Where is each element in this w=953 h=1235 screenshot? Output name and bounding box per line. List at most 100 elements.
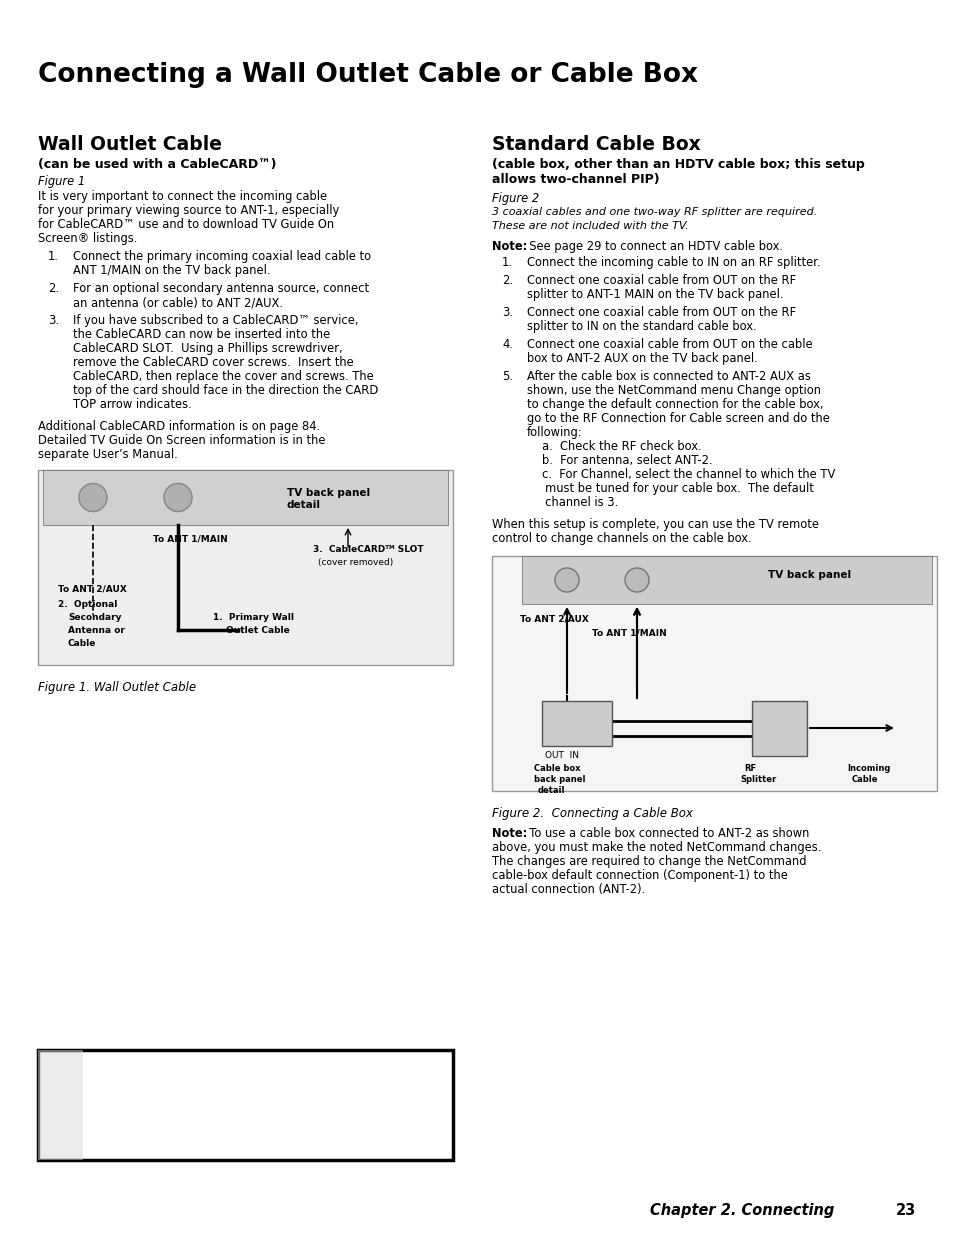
Text: Figure 1. Wall Outlet Cable: Figure 1. Wall Outlet Cable <box>38 680 196 694</box>
Text: To ANT 1/MAIN: To ANT 1/MAIN <box>152 535 228 543</box>
Text: following:: following: <box>526 426 582 438</box>
Text: 2.: 2. <box>48 282 59 295</box>
Text: To ANT 2/AUX: To ANT 2/AUX <box>519 614 588 622</box>
Circle shape <box>79 483 107 511</box>
Bar <box>38 471 453 664</box>
Text: cable-box default connection (Component-1) to the: cable-box default connection (Component-… <box>492 869 787 882</box>
Text: These are not included with the TV.: These are not included with the TV. <box>492 221 688 231</box>
Bar <box>38 1050 453 1160</box>
Text: channel is 3.: channel is 3. <box>526 496 618 509</box>
Text: an antenna (or cable) to ANT 2/AUX.: an antenna (or cable) to ANT 2/AUX. <box>73 296 283 309</box>
Text: Connect one coaxial cable from OUT on the cable: Connect one coaxial cable from OUT on th… <box>526 338 812 351</box>
Text: TV back panel: TV back panel <box>767 571 850 580</box>
Text: must be tuned for your cable box.  The default: must be tuned for your cable box. The de… <box>526 482 813 495</box>
Text: To ANT 1/MAIN: To ANT 1/MAIN <box>592 629 666 637</box>
Bar <box>541 701 612 746</box>
Text: Note:: Note: <box>492 240 527 253</box>
Circle shape <box>555 568 578 592</box>
Text: ANT 1/MAIN on the TV back panel.: ANT 1/MAIN on the TV back panel. <box>73 264 271 277</box>
Text: a.  Check the RF check box.: a. Check the RF check box. <box>541 440 700 453</box>
Text: 3 coaxial cables and one two-way RF splitter are required.: 3 coaxial cables and one two-way RF spli… <box>492 207 817 217</box>
Text: top of the card should face in the direction the CARD: top of the card should face in the direc… <box>73 384 377 396</box>
Text: Additional connection cables are: Additional connection cables are <box>123 1088 368 1100</box>
Text: control to change channels on the cable box.: control to change channels on the cable … <box>492 532 751 545</box>
Text: Cable: Cable <box>68 638 96 648</box>
Text: Connect one coaxial cable from OUT on the RF: Connect one coaxial cable from OUT on th… <box>526 274 796 287</box>
Text: 3.  CableCARDᵀᴹ SLOT: 3. CableCARDᵀᴹ SLOT <box>313 545 423 555</box>
Text: Figure 2: Figure 2 <box>492 191 538 205</box>
Text: Detailed TV Guide On Screen information is in the: Detailed TV Guide On Screen information … <box>38 433 325 447</box>
Text: Standard Cable Box: Standard Cable Box <box>492 135 700 154</box>
Text: c.  For Channel, select the channel to which the TV: c. For Channel, select the channel to wh… <box>541 468 835 480</box>
Text: remove the CableCARD cover screws.  Insert the: remove the CableCARD cover screws. Inser… <box>73 356 354 369</box>
Text: 23: 23 <box>895 1203 915 1218</box>
Text: CableCARD SLOT.  Using a Phillips screwdriver,: CableCARD SLOT. Using a Phillips screwdr… <box>73 342 342 354</box>
Text: OUT  IN: OUT IN <box>544 751 578 760</box>
Text: After the cable box is connected to ANT-2 AUX as: After the cable box is connected to ANT-… <box>526 370 810 383</box>
Text: 2.: 2. <box>501 274 513 287</box>
Text: Note:: Note: <box>492 827 527 840</box>
Text: 1.  Primary Wall: 1. Primary Wall <box>213 613 294 622</box>
Text: (cover removed): (cover removed) <box>317 558 393 567</box>
Text: If you have subscribed to a CableCARD™ service,: If you have subscribed to a CableCARD™ s… <box>73 314 358 327</box>
Text: Connect the primary incoming coaxial lead cable to: Connect the primary incoming coaxial lea… <box>73 249 371 263</box>
Text: To use a cable box connected to ANT-2 as shown: To use a cable box connected to ANT-2 as… <box>521 827 808 840</box>
Text: It is very important to connect the incoming cable: It is very important to connect the inco… <box>38 190 327 203</box>
Text: splitter to ANT-1 MAIN on the TV back panel.: splitter to ANT-1 MAIN on the TV back pa… <box>526 288 782 301</box>
Text: Chapter 2. Connecting: Chapter 2. Connecting <box>649 1203 833 1218</box>
Text: Splitter: Splitter <box>740 776 776 784</box>
Text: Figure 2.  Connecting a Cable Box: Figure 2. Connecting a Cable Box <box>492 806 692 820</box>
Bar <box>521 556 931 604</box>
Text: 4.: 4. <box>501 338 513 351</box>
Text: box to ANT-2 AUX on the TV back panel.: box to ANT-2 AUX on the TV back panel. <box>526 352 757 366</box>
Text: to change the default connection for the cable box,: to change the default connection for the… <box>526 398 822 411</box>
Text: 5.: 5. <box>501 370 513 383</box>
Text: Outlet Cable: Outlet Cable <box>226 626 290 635</box>
Text: not provided with the TV.  They are: not provided with the TV. They are <box>113 1108 377 1121</box>
Text: shown, use the NetCommand menu Change option: shown, use the NetCommand menu Change op… <box>526 384 821 396</box>
Text: 3.: 3. <box>48 314 59 327</box>
Text: Connecting a Wall Outlet Cable or Cable Box: Connecting a Wall Outlet Cable or Cable … <box>38 62 698 88</box>
Text: splitter to IN on the standard cable box.: splitter to IN on the standard cable box… <box>526 320 756 333</box>
Text: Figure 1: Figure 1 <box>38 175 85 188</box>
Text: available at most electronics stores.: available at most electronics stores. <box>109 1128 382 1141</box>
Bar <box>492 556 936 790</box>
Bar <box>43 471 448 525</box>
Text: Connect one coaxial cable from OUT on the RF: Connect one coaxial cable from OUT on th… <box>526 306 796 319</box>
Text: Cable box: Cable box <box>534 764 579 773</box>
Text: When this setup is complete, you can use the TV remote: When this setup is complete, you can use… <box>492 517 818 531</box>
Text: for your primary viewing source to ANT-1, especially: for your primary viewing source to ANT-1… <box>38 204 339 217</box>
Text: go to the RF Connection for Cable screen and do the: go to the RF Connection for Cable screen… <box>526 412 829 425</box>
Text: See page 29 to connect an HDTV cable box.: See page 29 to connect an HDTV cable box… <box>521 240 782 253</box>
Circle shape <box>624 568 648 592</box>
Text: detail: detail <box>287 500 320 510</box>
Bar <box>38 1050 83 1160</box>
Text: Connect the incoming cable to IN on an RF splitter.: Connect the incoming cable to IN on an R… <box>526 256 820 269</box>
Text: The changes are required to change the NetCommand: The changes are required to change the N… <box>492 855 805 868</box>
Text: (can be used with a CableCARD™): (can be used with a CableCARD™) <box>38 158 276 170</box>
Text: back panel: back panel <box>534 776 585 784</box>
Circle shape <box>164 483 192 511</box>
Text: for CableCARD™ use and to download TV Guide On: for CableCARD™ use and to download TV Gu… <box>38 219 334 231</box>
Text: Antenna or: Antenna or <box>68 626 125 635</box>
Bar <box>751 701 806 756</box>
Text: the CableCARD can now be inserted into the: the CableCARD can now be inserted into t… <box>73 329 330 341</box>
Text: detail: detail <box>537 785 565 795</box>
Text: 1.: 1. <box>48 249 59 263</box>
Text: IMPORTANT: IMPORTANT <box>197 1068 294 1083</box>
Text: Additional CableCARD information is on page 84.: Additional CableCARD information is on p… <box>38 420 320 433</box>
Text: TV back panel: TV back panel <box>287 488 370 498</box>
Text: b.  For antenna, select ANT-2.: b. For antenna, select ANT-2. <box>541 454 712 467</box>
Text: Wall Outlet Cable: Wall Outlet Cable <box>38 135 222 154</box>
Text: Secondary: Secondary <box>68 613 121 622</box>
Text: RF: RF <box>743 764 756 773</box>
Text: For an optional secondary antenna source, connect: For an optional secondary antenna source… <box>73 282 369 295</box>
Text: (cable box, other than an HDTV cable box; this setup: (cable box, other than an HDTV cable box… <box>492 158 863 170</box>
Text: allows two-channel PIP): allows two-channel PIP) <box>492 173 659 186</box>
Text: Cable: Cable <box>851 776 878 784</box>
Text: 1.: 1. <box>501 256 513 269</box>
Text: Incoming: Incoming <box>846 764 889 773</box>
Text: 2.  Optional: 2. Optional <box>58 600 117 609</box>
Text: separate User’s Manual.: separate User’s Manual. <box>38 448 177 461</box>
Text: CableCARD, then replace the cover and screws. The: CableCARD, then replace the cover and sc… <box>73 370 374 383</box>
